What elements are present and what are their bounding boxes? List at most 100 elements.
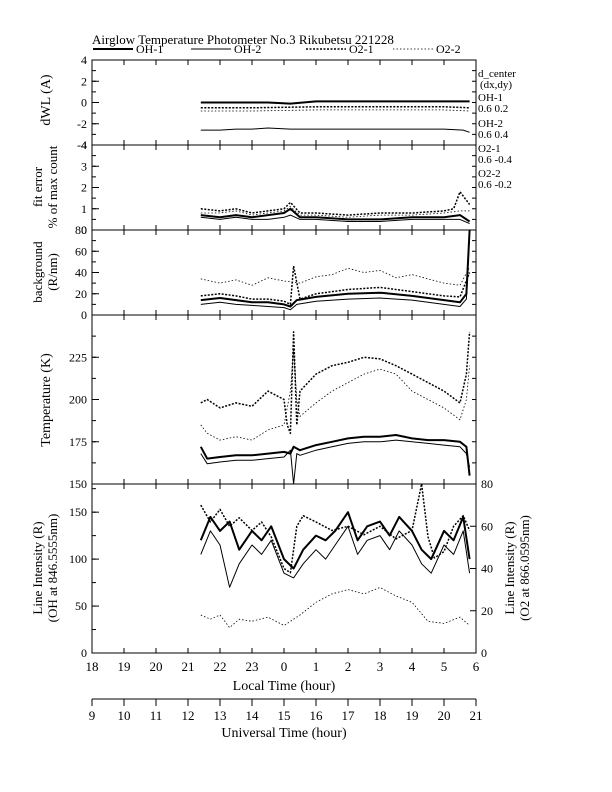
y-axis-label: % of max count — [45, 145, 60, 228]
series-line-oh-2 — [200, 127, 470, 133]
x-tick-label-ut: 14 — [246, 708, 260, 723]
y-tick-label: 175 — [69, 435, 87, 449]
side-info-header: (dx,dy) — [480, 79, 512, 91]
y-tick-label: 0 — [81, 646, 87, 660]
series-line-oh-1 — [199, 511, 471, 570]
x-tick-label-local: 2 — [345, 659, 352, 674]
series-line-o2-1 — [200, 331, 471, 435]
series-group — [199, 484, 471, 628]
x-tick-label-local: 3 — [377, 659, 384, 674]
x-tick-label-local: 21 — [182, 659, 195, 674]
legend-label-oh-1: OH-1 — [136, 42, 163, 56]
series-line-oh-2 — [200, 525, 471, 588]
series-line-o2-1 — [200, 484, 471, 574]
series-group — [199, 331, 471, 484]
y-axis-label: (R/nm) — [45, 253, 60, 291]
y-axis-label: (OH at 846.5555nm) — [45, 514, 60, 623]
y-axis-label: fit error — [30, 166, 45, 207]
legend: OH-1 OH-2 O2-1 O2-2 — [93, 42, 461, 56]
series-line-o2-1 — [200, 191, 471, 216]
x-tick-label-local: 5 — [441, 659, 448, 674]
y-tick-label: 0 — [81, 308, 87, 322]
series-line-oh-1 — [200, 207, 471, 223]
x-tick-label-local: 6 — [473, 659, 480, 674]
chart-title: Airglow Temperature Photometer No.3 Riku… — [92, 32, 394, 47]
y-tick-label: -4 — [77, 138, 87, 152]
y-tick-label: 2 — [81, 181, 87, 195]
y-tick-label: 150 — [69, 505, 87, 519]
series-line-oh-1 — [199, 434, 471, 476]
y-right-tick-label: 0 — [481, 646, 487, 660]
side-info-value: 0.6 -0.4 — [478, 154, 512, 166]
x-tick-label-ut: 20 — [438, 708, 451, 723]
x-tick-label-ut: 10 — [118, 708, 131, 723]
x-tick-label-local: 1 — [313, 659, 320, 674]
y-tick-label: 3 — [81, 159, 87, 173]
y-right-tick-label: 80 — [481, 477, 493, 491]
x-tick-label-local: 19 — [118, 659, 131, 674]
legend-label-oh-2: OH-2 — [234, 42, 261, 56]
x-tick-label-local: 20 — [150, 659, 163, 674]
series-line-o2-2 — [200, 206, 470, 218]
panel-fit: 0 1 2 3 4 fit error% of max count — [30, 138, 477, 237]
x-tick-label-ut: 17 — [342, 708, 356, 723]
x-tick-label-local: 4 — [409, 659, 416, 674]
y-axis-label: dWL (A) — [39, 74, 54, 126]
x-tick-label-ut: 11 — [150, 708, 163, 723]
x-tick-label-ut: 9 — [89, 708, 96, 723]
y-tick-label: 225 — [69, 350, 87, 364]
y-tick-label: 80 — [75, 223, 87, 237]
y-right-tick-label: 60 — [481, 519, 493, 533]
panel-temp: 150 175 200 225 Temperature (K) — [39, 314, 477, 491]
y-right-tick-label: 40 — [481, 562, 493, 576]
y-axis-label-right: (O2 at 866.0595nm) — [517, 515, 532, 621]
series-line-o2-2 — [200, 587, 470, 628]
side-info-name: OH-1 — [478, 92, 503, 104]
x-tick-label-ut: 13 — [214, 708, 227, 723]
x-axis-label-local: Local Time (hour) — [233, 679, 336, 694]
legend-label-o2-1: O2-1 — [349, 42, 374, 56]
x-tick-label-local: 22 — [214, 659, 227, 674]
side-info: d_center(dx,dy)OH-10.6 0.2 OH-20.6 0.4 O2-… — [478, 68, 516, 191]
legend-label-o2-2: O2-2 — [436, 42, 461, 56]
y-axis-label: Line Intensity (R) — [30, 521, 45, 614]
y-tick-label: 150 — [69, 477, 87, 491]
series-line-o2-2 — [200, 348, 470, 441]
x-tick-label-ut: 15 — [278, 708, 291, 723]
panel-dwl: -4 -2 0 2 4 dWL (A) — [39, 53, 477, 152]
panel-frame — [91, 483, 477, 654]
x-tick-label-local: 18 — [86, 659, 99, 674]
series-line-o2-2 — [200, 109, 470, 112]
y-right-tick-label: 20 — [481, 604, 493, 618]
series-line-o2-2 — [200, 267, 470, 286]
series-line-o2-1 — [200, 265, 471, 306]
series-line-oh-2 — [200, 235, 471, 311]
x-tick-label-ut: 18 — [374, 708, 387, 723]
x-tick-label-local: 0 — [281, 659, 288, 674]
y-tick-label: 2 — [81, 74, 87, 88]
y-axis-label-right: Line Intensity (R) — [502, 521, 517, 614]
series-line-oh-2 — [200, 439, 471, 484]
x-tick-label-ut: 21 — [470, 708, 483, 723]
x-tick-label-ut: 16 — [310, 708, 324, 723]
side-info-name: O2-2 — [478, 168, 501, 180]
side-info-value: 0.6 0.2 — [478, 103, 508, 115]
y-tick-label: 200 — [69, 393, 87, 407]
y-tick-label: 40 — [75, 266, 87, 280]
x-axis-label-ut: Universal Time (hour) — [221, 726, 347, 741]
y-tick-label: 50 — [75, 599, 87, 613]
y-tick-label: -2 — [77, 117, 87, 131]
side-info-value: 0.6 -0.2 — [478, 179, 512, 191]
panel-bg: 0 20 40 60 80 background (R/nm) — [30, 223, 477, 322]
y-tick-label: 60 — [75, 244, 87, 258]
y-tick-label: 1 — [81, 202, 87, 216]
side-info-header: d_center — [478, 68, 516, 80]
y-tick-label: 4 — [81, 53, 87, 67]
x-tick-label-ut: 12 — [182, 708, 195, 723]
series-line-oh-1 — [200, 100, 470, 105]
series-line-oh-2 — [200, 214, 470, 225]
